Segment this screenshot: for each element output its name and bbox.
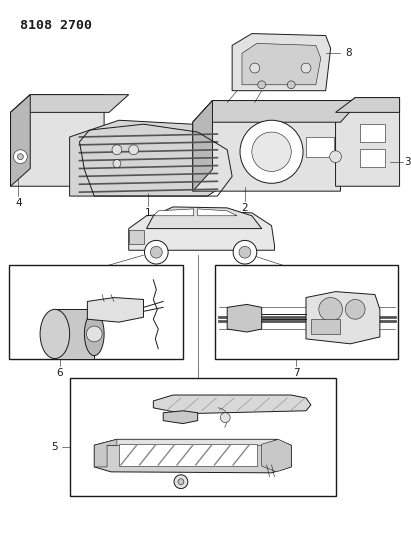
- Circle shape: [252, 132, 291, 172]
- Polygon shape: [227, 304, 262, 332]
- Circle shape: [113, 160, 121, 167]
- Polygon shape: [11, 95, 30, 186]
- Polygon shape: [11, 95, 104, 186]
- Bar: [129, 230, 143, 244]
- Text: 6: 6: [56, 368, 63, 378]
- Text: 8108 2700: 8108 2700: [21, 19, 92, 32]
- Circle shape: [287, 81, 295, 88]
- Circle shape: [174, 475, 188, 489]
- Text: 1: 1: [145, 208, 152, 218]
- Circle shape: [239, 246, 251, 258]
- Circle shape: [319, 297, 342, 321]
- Circle shape: [233, 240, 257, 264]
- Polygon shape: [88, 297, 143, 322]
- Circle shape: [345, 300, 365, 319]
- Polygon shape: [94, 439, 277, 445]
- Bar: [9, 265, 183, 359]
- Polygon shape: [193, 101, 360, 122]
- Circle shape: [220, 413, 230, 423]
- Polygon shape: [153, 395, 311, 414]
- Text: 2: 2: [242, 203, 248, 213]
- Ellipse shape: [40, 309, 69, 359]
- Polygon shape: [55, 309, 94, 359]
- Polygon shape: [262, 439, 291, 472]
- Polygon shape: [153, 209, 194, 216]
- Circle shape: [145, 240, 168, 264]
- Polygon shape: [94, 439, 291, 473]
- Circle shape: [112, 145, 122, 155]
- Polygon shape: [163, 411, 198, 424]
- Circle shape: [86, 326, 102, 342]
- Circle shape: [14, 150, 27, 164]
- Polygon shape: [335, 98, 399, 112]
- Bar: [360, 124, 385, 142]
- Polygon shape: [146, 207, 262, 229]
- Polygon shape: [335, 98, 399, 186]
- Polygon shape: [94, 439, 117, 467]
- Circle shape: [129, 145, 139, 155]
- Bar: [360, 149, 385, 166]
- Text: 3: 3: [404, 157, 411, 167]
- Polygon shape: [198, 209, 237, 216]
- Circle shape: [301, 63, 311, 73]
- Circle shape: [178, 479, 184, 484]
- Circle shape: [150, 246, 162, 258]
- Polygon shape: [306, 292, 380, 344]
- Polygon shape: [232, 34, 330, 91]
- Polygon shape: [193, 101, 212, 191]
- Text: 7: 7: [293, 368, 300, 378]
- Circle shape: [258, 81, 266, 88]
- Polygon shape: [193, 101, 340, 191]
- Polygon shape: [69, 120, 247, 196]
- Circle shape: [330, 151, 342, 163]
- Circle shape: [240, 120, 303, 183]
- Ellipse shape: [84, 312, 104, 356]
- Bar: [215, 265, 397, 359]
- Polygon shape: [242, 43, 321, 85]
- Bar: [311, 319, 340, 334]
- Text: 8: 8: [345, 49, 352, 58]
- Polygon shape: [11, 95, 129, 112]
- Bar: [306, 137, 334, 157]
- Circle shape: [17, 154, 23, 160]
- Text: 5: 5: [51, 442, 58, 452]
- Text: 4: 4: [15, 198, 22, 208]
- Circle shape: [250, 63, 260, 73]
- Polygon shape: [129, 211, 275, 251]
- Bar: [119, 445, 257, 466]
- Bar: [69, 378, 335, 496]
